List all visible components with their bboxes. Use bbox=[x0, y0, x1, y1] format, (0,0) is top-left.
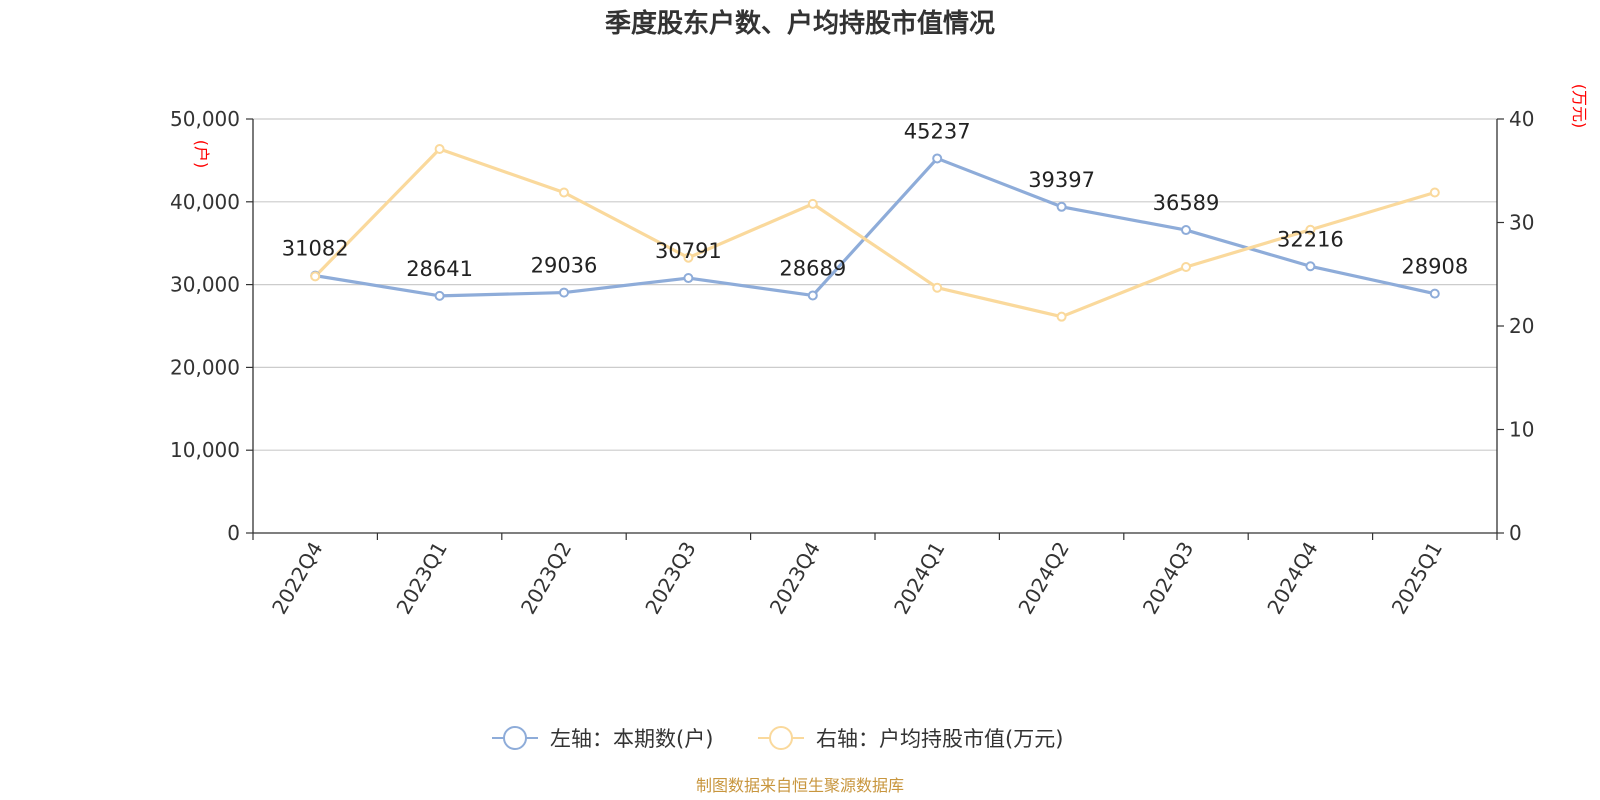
point-avg-value bbox=[1429, 187, 1440, 198]
data-label: 30791 bbox=[655, 239, 722, 263]
data-label: 31082 bbox=[282, 237, 349, 261]
point-holders bbox=[683, 273, 694, 284]
legend-marker bbox=[503, 726, 527, 750]
data-label: 32216 bbox=[1277, 227, 1344, 251]
data-label: 28908 bbox=[1401, 255, 1468, 279]
point-avg-value bbox=[559, 187, 569, 198]
legend-marker bbox=[769, 726, 793, 750]
right-axis-tick-label: 10 bbox=[1509, 418, 1534, 442]
x-axis-tick-label: 2023Q4 bbox=[765, 538, 825, 619]
point-avg-value bbox=[1056, 311, 1067, 322]
left-axis-tick-label: 10,000 bbox=[170, 438, 240, 462]
left-axis-tick-label: 20,000 bbox=[170, 355, 240, 379]
left-axis-tick-label: 40,000 bbox=[170, 190, 240, 214]
series-line-avg-value bbox=[314, 147, 1436, 319]
data-label: 28689 bbox=[779, 256, 846, 280]
x-axis-tick-label: 2024Q2 bbox=[1013, 538, 1073, 619]
gridlines bbox=[253, 118, 1497, 451]
point-avg-value bbox=[932, 282, 943, 293]
data-label: 28641 bbox=[406, 257, 473, 281]
source-note: 制图数据来自恒生聚源数据库 bbox=[696, 776, 904, 795]
point-avg-value bbox=[434, 144, 445, 155]
x-axis-tick-label: 2022Q4 bbox=[267, 538, 327, 619]
legend: 左轴：本期数(户) 右轴：户均持股市值(万元) bbox=[492, 726, 1063, 751]
point-holders bbox=[1305, 261, 1316, 272]
right-axis-tick-label: 20 bbox=[1509, 314, 1534, 338]
right-axis-unit: (万元) bbox=[1570, 84, 1589, 129]
x-axis-tick-label: 2024Q4 bbox=[1262, 538, 1322, 619]
x-axis-tick-label: 2023Q1 bbox=[391, 538, 451, 619]
data-label: 29036 bbox=[531, 254, 598, 278]
data-label: 45237 bbox=[904, 119, 971, 143]
left-axis-tick-label: 50,000 bbox=[170, 107, 240, 131]
data-label: 39397 bbox=[1028, 168, 1095, 192]
data-label: 36589 bbox=[1153, 191, 1220, 215]
left-axis-unit: (户) bbox=[192, 140, 211, 169]
point-holders bbox=[1181, 225, 1191, 236]
data-labels: 31082 28641 29036 30791 28689 45237 39397 36589… bbox=[282, 119, 1468, 280]
point-holders bbox=[559, 287, 569, 298]
point-holders bbox=[434, 290, 445, 301]
x-axis-tick-label: 2023Q3 bbox=[640, 538, 700, 619]
point-holders bbox=[1056, 201, 1067, 212]
point-avg-value bbox=[683, 252, 694, 263]
x-axis-tick-label: 2025Q1 bbox=[1387, 538, 1447, 619]
point-holders bbox=[1429, 288, 1440, 299]
right-axis-tick-label: 30 bbox=[1509, 211, 1534, 235]
left-axis-tick-label: 30,000 bbox=[170, 273, 240, 297]
axes: 0 10,000 20,000 30,000 40,000 50,000 0 10 20 30 40… bbox=[170, 107, 1534, 618]
legend-label: 右轴：户均持股市值(万元) bbox=[816, 727, 1063, 751]
x-axis-tick-label: 2024Q1 bbox=[889, 537, 949, 618]
x-axis-tick-label: 2024Q3 bbox=[1138, 538, 1198, 619]
series-layer bbox=[310, 144, 1440, 322]
x-axis-tick-label: 2023Q2 bbox=[516, 538, 576, 619]
chart-title: 季度股东户数、户均持股市值情况 bbox=[605, 8, 995, 39]
point-holders bbox=[807, 290, 818, 301]
left-axis-tick-label: 0 bbox=[227, 521, 240, 545]
point-avg-value bbox=[1181, 262, 1191, 273]
right-axis-tick-label: 0 bbox=[1509, 521, 1522, 545]
point-avg-value bbox=[310, 271, 321, 282]
point-avg-value bbox=[1305, 224, 1316, 235]
point-holders bbox=[932, 153, 943, 164]
series-line-holders bbox=[314, 156, 1436, 298]
point-avg-value bbox=[807, 198, 818, 209]
right-axis-tick-label: 40 bbox=[1509, 107, 1534, 131]
legend-label: 左轴：本期数(户) bbox=[550, 727, 713, 751]
